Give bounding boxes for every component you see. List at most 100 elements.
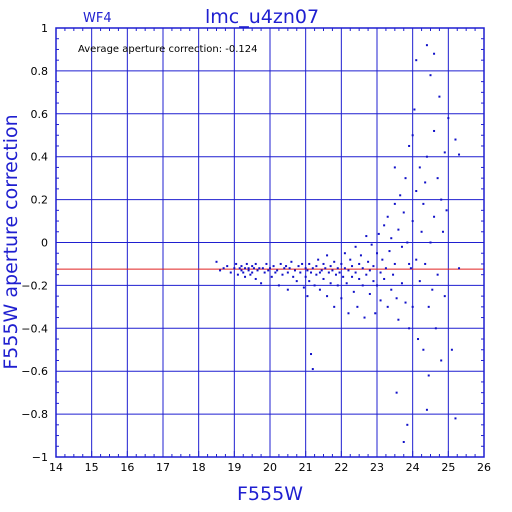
data-point (354, 245, 357, 248)
data-point (304, 275, 307, 278)
data-point (326, 254, 329, 257)
data-point (306, 295, 309, 298)
data-point (324, 267, 327, 270)
data-point (431, 288, 434, 291)
data-point (368, 292, 371, 295)
data-point (277, 284, 280, 287)
data-point (424, 181, 427, 184)
data-point (317, 258, 320, 261)
data-point (358, 262, 361, 265)
data-point (436, 177, 439, 180)
data-point (436, 273, 439, 276)
data-point (340, 297, 343, 300)
data-point (365, 273, 368, 276)
data-point (425, 44, 428, 47)
data-point (242, 271, 245, 274)
data-point (308, 262, 311, 265)
data-point (377, 232, 380, 235)
data-point (254, 277, 257, 280)
data-point (322, 262, 325, 265)
data-point (222, 267, 225, 270)
y-tick-labels: −1 −0.8 −0.6 −0.4 −0.2 0 0.2 0.4 0.6 0.8 1 (21, 22, 48, 464)
y-tick-label: 0.2 (31, 194, 49, 207)
x-tick-label: 20 (263, 461, 277, 474)
data-point (383, 277, 386, 280)
x-tick-label: 23 (370, 461, 384, 474)
data-point (408, 327, 411, 330)
data-point (311, 267, 314, 270)
x-tick-label: 14 (49, 461, 63, 474)
data-point (424, 262, 427, 265)
x-tick-label: 17 (156, 461, 170, 474)
data-point (358, 277, 361, 280)
x-tick-label: 25 (441, 461, 455, 474)
data-point (427, 305, 430, 308)
data-point (445, 209, 448, 212)
data-point (322, 277, 325, 280)
data-point (238, 267, 241, 270)
data-point (440, 359, 443, 362)
data-point (252, 267, 255, 270)
data-point (450, 348, 453, 351)
data-point (409, 267, 412, 270)
data-point (329, 282, 332, 285)
data-point (343, 252, 346, 255)
y-tick-label: 0.6 (31, 108, 49, 121)
y-tick-label: −0.6 (21, 365, 48, 378)
data-point (368, 269, 371, 272)
data-point (447, 117, 450, 120)
data-point (441, 230, 444, 233)
data-point (299, 271, 302, 274)
data-point (229, 271, 232, 274)
data-point (384, 267, 387, 270)
data-point (370, 243, 373, 246)
data-point (381, 258, 384, 261)
data-point (336, 267, 339, 270)
data-point (422, 348, 425, 351)
data-point (276, 269, 279, 272)
data-point (251, 265, 254, 268)
data-point (301, 262, 304, 265)
data-point (413, 108, 416, 111)
data-point (292, 275, 295, 278)
data-point (438, 95, 441, 98)
data-point (215, 260, 218, 263)
y-tick-label: 0.4 (31, 151, 49, 164)
data-point (415, 190, 418, 193)
data-point (336, 284, 339, 287)
data-point (327, 271, 330, 274)
data-point (351, 275, 354, 278)
x-tick-label: 19 (227, 461, 241, 474)
x-tick-label: 26 (477, 461, 491, 474)
data-point (411, 134, 414, 137)
data-point (402, 211, 405, 214)
chip-label: WF4 (83, 11, 112, 26)
data-point (318, 271, 321, 274)
data-point (425, 155, 428, 158)
data-point (429, 74, 432, 77)
data-point (372, 280, 375, 283)
y-tick-label: −0.4 (21, 322, 48, 335)
data-point (395, 391, 398, 394)
data-point (247, 267, 250, 270)
data-point (313, 284, 316, 287)
data-point (236, 273, 239, 276)
data-point (286, 288, 289, 291)
data-point (315, 265, 318, 268)
data-point (340, 262, 343, 265)
data-point (400, 282, 403, 285)
data-point (329, 265, 332, 268)
data-point (244, 275, 247, 278)
data-point (406, 241, 409, 244)
data-point (258, 267, 261, 270)
data-point (285, 265, 288, 268)
data-point (429, 241, 432, 244)
data-point (293, 269, 296, 272)
data-point (363, 316, 366, 319)
data-point (454, 138, 457, 141)
data-point (395, 297, 398, 300)
data-point (402, 440, 405, 443)
data-point (320, 269, 323, 272)
data-point (297, 265, 300, 268)
